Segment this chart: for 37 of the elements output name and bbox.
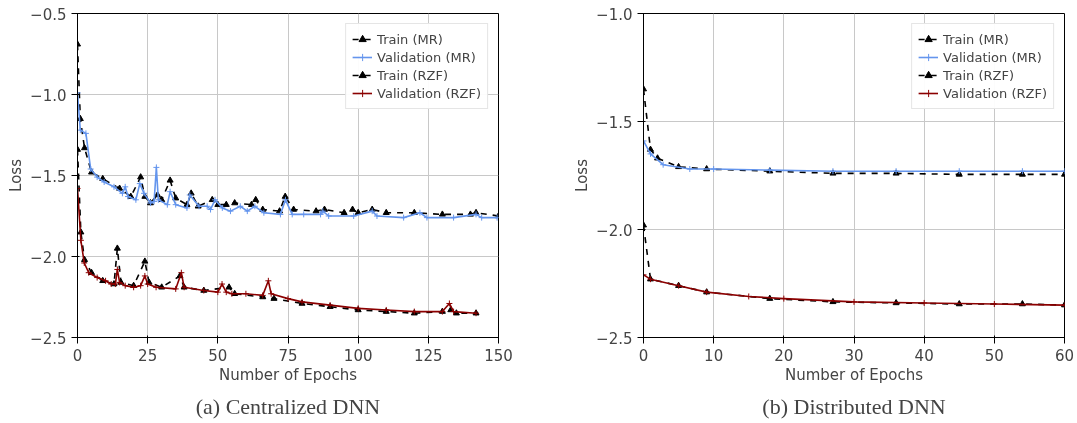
legend-label: Validation (RZF)	[377, 84, 481, 102]
y-tick-label: −2.5	[596, 329, 633, 348]
y-tick-label: −0.5	[30, 5, 67, 24]
y-tick-label: −1.0	[30, 86, 67, 105]
legend-label: Train (MR)	[377, 30, 443, 48]
x-axis-title: Number of Epochs	[785, 365, 924, 384]
x-tick-label: 50	[984, 346, 1004, 365]
x-tick-label: 20	[774, 346, 794, 365]
y-tick-label: −2.0	[30, 248, 67, 267]
legend-label: Train (RZF)	[943, 66, 1014, 84]
y-tick-label: −1.0	[596, 5, 633, 24]
x-tick-label: 0	[72, 346, 83, 365]
x-tick-label: 10	[704, 346, 724, 365]
x-tick-label: 60	[1054, 346, 1075, 365]
x-tick-label: 75	[278, 346, 298, 365]
legend-label: Validation (RZF)	[943, 84, 1047, 102]
x-tick-label: 150	[484, 346, 513, 365]
x-tick-label: 50	[208, 346, 228, 365]
legend-label: Validation (MR)	[377, 48, 476, 66]
text: (b) Distributed DNN	[762, 393, 946, 419]
x-tick-label: 40	[914, 346, 934, 365]
x-tick-label: 0	[638, 346, 649, 365]
x-tick-label: 25	[138, 346, 158, 365]
y-tick-label: −2.0	[596, 221, 633, 240]
x-axis-title: Number of Epochs	[219, 365, 358, 384]
legend-label: Train (MR)	[943, 30, 1009, 48]
y-tick-label: −1.5	[596, 113, 633, 132]
legend-label: Validation (MR)	[943, 48, 1042, 66]
x-tick-label: 100	[343, 346, 373, 365]
y-tick-label: −1.5	[30, 167, 67, 186]
y-tick-label: −2.5	[30, 329, 67, 348]
x-tick-label: 30	[844, 346, 864, 365]
y-axis-title: Loss	[7, 158, 26, 192]
y-axis-title: Loss	[573, 158, 592, 192]
x-tick-label: 125	[414, 346, 443, 365]
legend-label: Train (RZF)	[377, 66, 448, 84]
text: (a) Centralized DNN	[195, 393, 381, 419]
